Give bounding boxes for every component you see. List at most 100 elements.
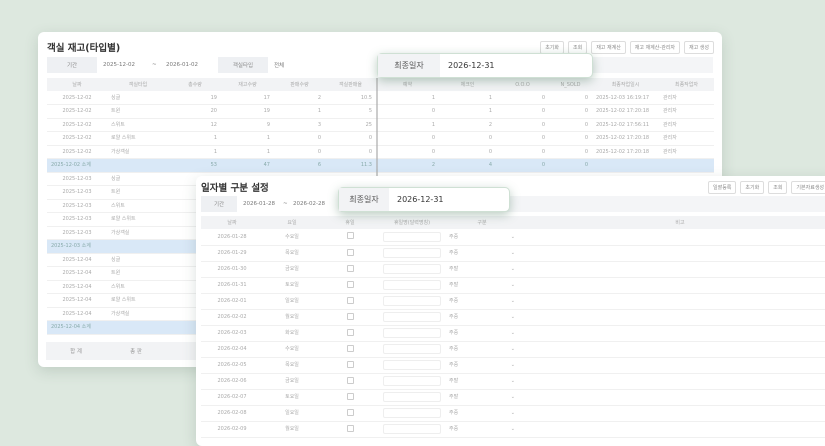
table-row[interactable]: 2026-02-04 수요일 주중 ⌄	[201, 341, 825, 358]
end-date-input[interactable]: 2026-01-02	[160, 57, 218, 73]
holiday-checkbox[interactable]	[346, 424, 354, 432]
holiday-name-input[interactable]	[383, 344, 441, 354]
holiday-checkbox[interactable]	[346, 392, 354, 400]
holiday-name-input[interactable]	[383, 328, 441, 338]
daytype-select[interactable]: 주말	[449, 378, 459, 384]
toolbar-button[interactable]: 재고 재계산	[591, 41, 626, 54]
subtotal-row[interactable]: 2025-12-02 소계 53 47 6 11.3 2 4 0 0	[47, 158, 714, 173]
daytype-select[interactable]: 주말	[449, 266, 459, 272]
remark-cell[interactable]	[519, 309, 825, 326]
column-header[interactable]: 휴일	[321, 216, 379, 229]
table-row[interactable]: 2025-12-02 트윈 20 19 1 5 0 1 0 0 2025-12-02 17:20:1…	[47, 104, 714, 119]
daytype-select[interactable]: 주말	[449, 394, 459, 400]
remark-cell[interactable]	[519, 421, 825, 438]
holiday-name-input[interactable]	[383, 392, 441, 402]
holiday-checkbox[interactable]	[346, 232, 354, 240]
table-row[interactable]: 2026-02-08 일요일 주중 ⌄	[201, 405, 825, 422]
table-row[interactable]: 2025-12-02 가상객실 1 1 0 0 0 0 0 0 2025-12-02 17:20:1…	[47, 145, 714, 159]
toolbar-button[interactable]: 기본자료생성	[791, 181, 825, 194]
remark-cell[interactable]	[519, 389, 825, 406]
holiday-name-input[interactable]	[383, 376, 441, 386]
remark-cell[interactable]	[519, 325, 825, 342]
table-row[interactable]: 2025-12-02 싱글 19 17 2 10.5 1 1 0 0 2025-12-03 16:1…	[47, 91, 714, 105]
holiday-name-input[interactable]	[383, 248, 441, 258]
start-date-input[interactable]: 2026-01-28	[237, 196, 283, 212]
column-header[interactable]: 구분	[445, 216, 519, 229]
remark-cell[interactable]	[519, 357, 825, 374]
holiday-name-input[interactable]	[383, 264, 441, 274]
daytype-select[interactable]: 주중	[449, 314, 459, 320]
table-row[interactable]: 2026-01-29 목요일 주중 ⌄	[201, 245, 825, 262]
toolbar-button[interactable]: 재고 생성	[684, 41, 714, 54]
column-header[interactable]: 요일	[263, 216, 321, 229]
holiday-checkbox[interactable]	[346, 376, 354, 384]
column-header[interactable]: N_SOLD	[549, 78, 592, 91]
daytype-select[interactable]: 주중	[449, 330, 459, 336]
remark-cell[interactable]	[519, 405, 825, 422]
column-header[interactable]: 총수량	[169, 78, 221, 91]
table-row[interactable]: 2026-02-02 월요일 주중 ⌄	[201, 309, 825, 326]
toolbar-button[interactable]: 초기화	[540, 41, 564, 54]
holiday-name-input[interactable]	[383, 231, 441, 242]
column-header[interactable]: 날짜	[47, 78, 107, 91]
table-row[interactable]: 2026-01-31 토요일 주말 ⌄	[201, 277, 825, 294]
toolbar-button[interactable]: 조회	[768, 181, 788, 194]
daytype-select[interactable]: 주중	[449, 250, 459, 256]
column-header[interactable]: 날짜	[201, 216, 263, 229]
holiday-checkbox[interactable]	[346, 408, 354, 416]
holiday-checkbox[interactable]	[346, 360, 354, 368]
holiday-name-input[interactable]	[383, 424, 441, 434]
column-header[interactable]: 객실타입	[107, 78, 169, 91]
holiday-checkbox[interactable]	[346, 248, 354, 256]
toolbar-button[interactable]: 일괄등록	[708, 181, 737, 194]
column-header[interactable]: 판매수량	[274, 78, 325, 91]
table-row[interactable]: 2026-02-09 월요일 주중 ⌄	[201, 421, 825, 438]
column-header[interactable]: 예약	[376, 78, 439, 91]
table-row[interactable]: 2026-02-05 목요일 주중 ⌄	[201, 357, 825, 374]
holiday-checkbox[interactable]	[346, 280, 354, 288]
table-row[interactable]: 2026-02-01 일요일 주중 ⌄	[201, 293, 825, 310]
holiday-name-input[interactable]	[383, 408, 441, 418]
table-row[interactable]: 2026-02-03 화요일 주중 ⌄	[201, 325, 825, 342]
toolbar-button[interactable]: 재고 재계산-관리자	[629, 41, 680, 54]
holiday-name-input[interactable]	[383, 360, 441, 370]
start-date-input[interactable]: 2025-12-02	[97, 57, 152, 73]
remark-cell[interactable]	[519, 373, 825, 390]
final-date-value[interactable]: 2026-12-31	[448, 61, 495, 70]
daytype-select[interactable]: 주중	[449, 362, 459, 368]
holiday-name-input[interactable]	[383, 296, 441, 306]
remark-cell[interactable]	[519, 277, 825, 294]
remark-cell[interactable]	[519, 341, 825, 358]
column-header[interactable]: 비고	[519, 216, 825, 229]
column-header[interactable]: O.O.O	[496, 78, 549, 91]
daytype-select[interactable]: 주중	[449, 426, 459, 432]
daytype-select[interactable]: 주중	[449, 233, 459, 240]
holiday-checkbox[interactable]	[346, 344, 354, 352]
daytype-select[interactable]: 주중	[449, 410, 459, 416]
final-date-value[interactable]: 2026-12-31	[397, 195, 444, 204]
end-date-input[interactable]: 2026-02-28	[291, 196, 341, 212]
daytype-select[interactable]: 주중	[449, 346, 459, 352]
holiday-name-input[interactable]	[383, 312, 441, 322]
table-row[interactable]: 2025-12-02 스위트 12 9 3 25 1 2 0 0 2025-12-02 17:56:…	[47, 118, 714, 132]
column-header[interactable]: 체크인	[439, 78, 496, 91]
column-header[interactable]: 최종작업일시	[592, 78, 659, 91]
holiday-checkbox[interactable]	[346, 312, 354, 320]
daytype-select[interactable]: 주중	[449, 298, 459, 304]
holiday-checkbox[interactable]	[346, 264, 354, 272]
remark-cell[interactable]	[519, 261, 825, 278]
holiday-checkbox[interactable]	[346, 296, 354, 304]
remark-cell[interactable]	[519, 245, 825, 262]
holiday-checkbox[interactable]	[346, 328, 354, 336]
table-row[interactable]: 2025-12-02 로얄 스위트 1 1 0 0 0 0 0 0 2025-12-02 17:20…	[47, 131, 714, 146]
remark-cell[interactable]	[519, 229, 825, 246]
column-header[interactable]: 휴일명(달력명칭)	[379, 216, 445, 229]
holiday-name-input[interactable]	[383, 280, 441, 290]
roomtype-select[interactable]: 전체	[268, 57, 378, 73]
column-header[interactable]: 최종작업자	[659, 78, 714, 91]
table-row[interactable]: 2026-02-06 금요일 주말 ⌄	[201, 373, 825, 390]
daytype-select[interactable]: 주말	[449, 282, 459, 288]
toolbar-button[interactable]: 초기화	[740, 181, 765, 194]
column-header[interactable]: 객실판매율	[325, 78, 376, 91]
remark-cell[interactable]	[519, 293, 825, 310]
